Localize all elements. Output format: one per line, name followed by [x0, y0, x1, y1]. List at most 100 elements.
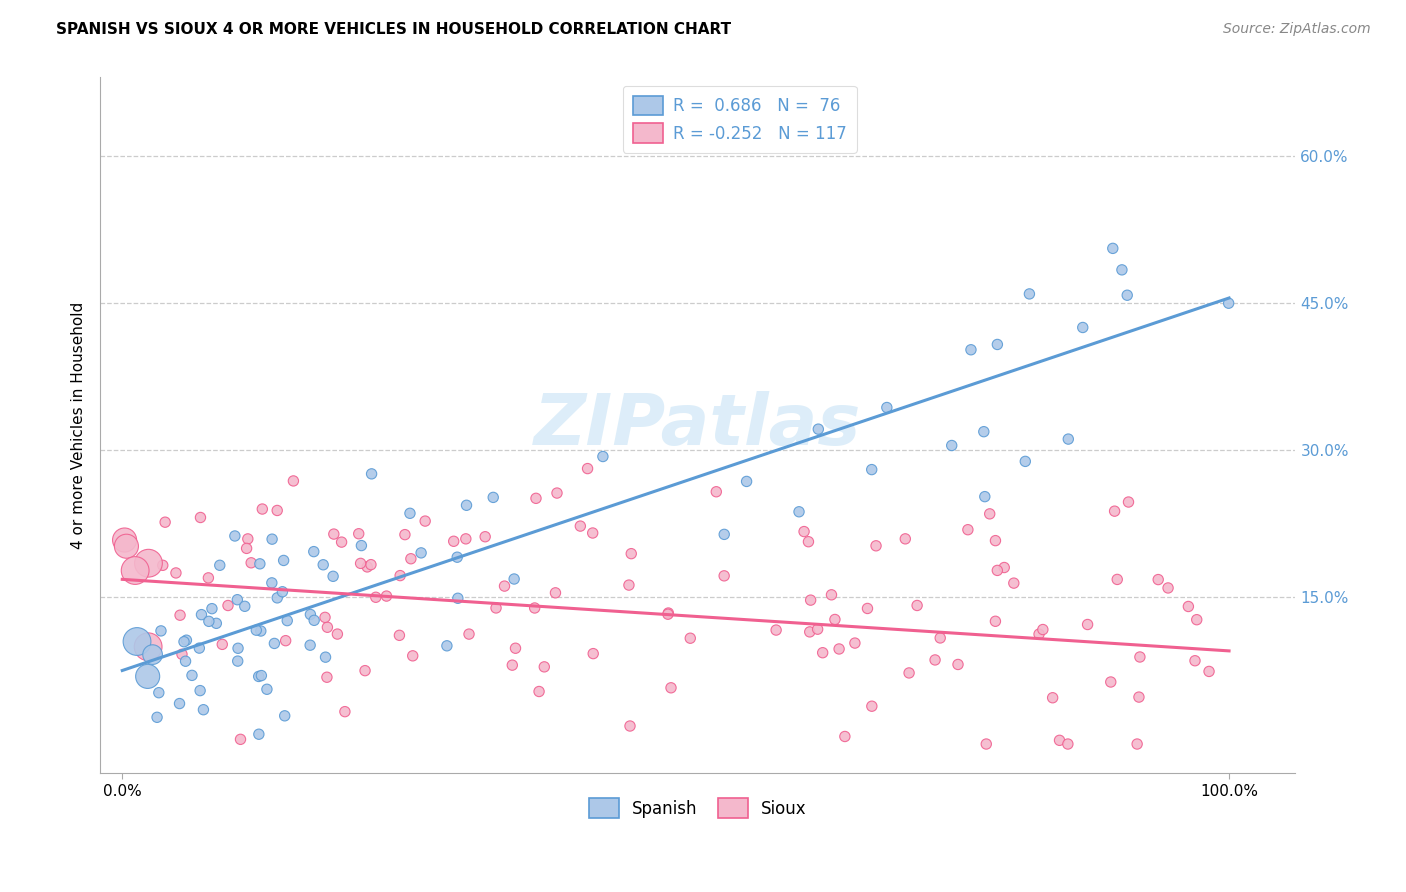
Point: [211, 637, 233, 651]
Point: [546, 486, 568, 500]
Point: [876, 401, 898, 415]
Point: [973, 490, 995, 504]
Point: [394, 527, 416, 541]
Point: [974, 737, 997, 751]
Point: [984, 533, 1007, 548]
Point: [800, 593, 823, 607]
Point: [256, 682, 278, 697]
Point: [190, 607, 212, 622]
Point: [360, 558, 382, 572]
Point: [217, 599, 239, 613]
Point: [330, 535, 353, 549]
Point: [787, 505, 810, 519]
Point: [905, 599, 928, 613]
Point: [956, 523, 979, 537]
Point: [247, 727, 270, 741]
Text: ZIPatlas: ZIPatlas: [534, 391, 862, 460]
Point: [249, 557, 271, 571]
Point: [447, 591, 470, 606]
Point: [1104, 504, 1126, 518]
Point: [315, 650, 337, 665]
Point: [1118, 495, 1140, 509]
Point: [446, 550, 468, 565]
Point: [1032, 623, 1054, 637]
Point: [402, 648, 425, 663]
Point: [1101, 241, 1123, 255]
Point: [276, 614, 298, 628]
Point: [973, 425, 995, 439]
Point: [247, 669, 270, 683]
Point: [302, 544, 325, 558]
Point: [735, 475, 758, 489]
Point: [249, 624, 271, 638]
Point: [266, 503, 288, 517]
Point: [860, 462, 883, 476]
Text: Source: ZipAtlas.com: Source: ZipAtlas.com: [1223, 22, 1371, 37]
Point: [322, 569, 344, 583]
Point: [197, 571, 219, 585]
Point: [1185, 613, 1208, 627]
Point: [860, 699, 883, 714]
Point: [1014, 454, 1036, 468]
Point: [527, 684, 550, 698]
Point: [138, 556, 160, 570]
Point: [136, 669, 159, 683]
Point: [169, 697, 191, 711]
Point: [1057, 737, 1080, 751]
Point: [659, 681, 682, 695]
Point: [503, 572, 526, 586]
Point: [229, 732, 252, 747]
Point: [266, 591, 288, 605]
Point: [1177, 599, 1199, 614]
Point: [349, 557, 371, 571]
Point: [799, 624, 821, 639]
Point: [713, 527, 735, 541]
Point: [657, 606, 679, 620]
Point: [226, 641, 249, 656]
Point: [765, 623, 787, 637]
Point: [544, 586, 567, 600]
Point: [224, 529, 246, 543]
Point: [592, 450, 614, 464]
Point: [146, 710, 169, 724]
Point: [619, 719, 641, 733]
Point: [1184, 654, 1206, 668]
Point: [193, 703, 215, 717]
Point: [620, 547, 643, 561]
Point: [114, 533, 136, 547]
Point: [713, 569, 735, 583]
Point: [474, 530, 496, 544]
Point: [1107, 573, 1129, 587]
Point: [1071, 320, 1094, 334]
Point: [1018, 286, 1040, 301]
Legend: Spanish, Sioux: Spanish, Sioux: [582, 792, 813, 824]
Point: [399, 551, 422, 566]
Point: [302, 613, 325, 627]
Point: [233, 599, 256, 614]
Point: [283, 474, 305, 488]
Point: [165, 566, 187, 580]
Point: [413, 514, 436, 528]
Point: [375, 589, 398, 603]
Point: [252, 502, 274, 516]
Point: [1198, 665, 1220, 679]
Point: [263, 636, 285, 650]
Point: [1157, 581, 1180, 595]
Point: [148, 686, 170, 700]
Point: [271, 584, 294, 599]
Point: [1057, 432, 1080, 446]
Point: [797, 534, 820, 549]
Point: [322, 527, 344, 541]
Point: [316, 620, 339, 634]
Point: [856, 601, 879, 615]
Point: [124, 564, 146, 578]
Point: [960, 343, 983, 357]
Point: [582, 647, 605, 661]
Point: [314, 610, 336, 624]
Point: [443, 534, 465, 549]
Point: [898, 665, 921, 680]
Point: [485, 601, 508, 615]
Point: [946, 657, 969, 672]
Point: [350, 539, 373, 553]
Point: [205, 616, 228, 631]
